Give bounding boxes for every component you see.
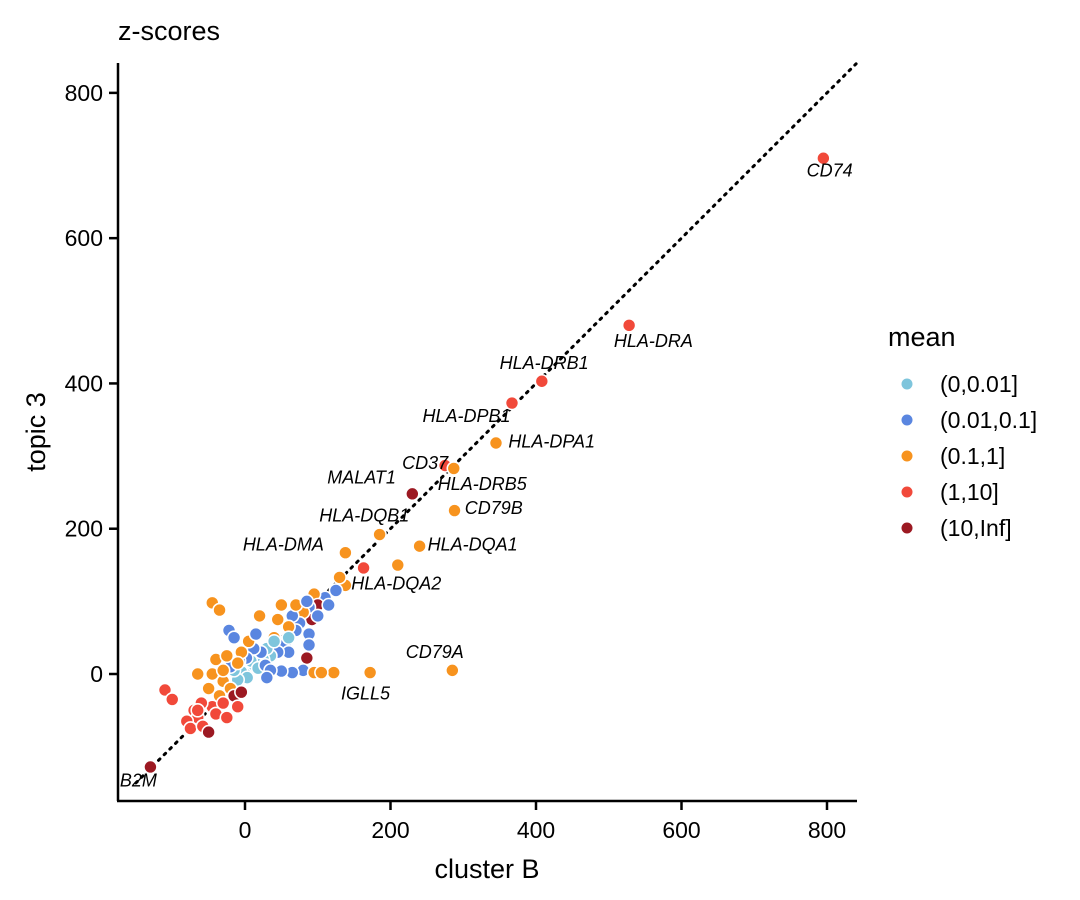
- data-point: [356, 560, 371, 576]
- data-point: [299, 594, 315, 609]
- x-axis-title: cluster B: [434, 854, 539, 884]
- x-tick-label: 400: [517, 817, 555, 843]
- point-igll5: [362, 665, 378, 680]
- plot-area: CD74HLA-DRAHLA-DRB1HLA-DPB1HLA-DPA1CD37H…: [120, 62, 858, 791]
- data-point: [219, 648, 235, 664]
- data-point: [215, 663, 231, 678]
- data-point: [215, 695, 231, 711]
- legend-label: (1,10]: [940, 479, 999, 505]
- legend-key: [901, 486, 913, 498]
- point-labels-layer: CD74HLA-DRAHLA-DRB1HLA-DPB1HLA-DPA1CD37H…: [120, 160, 853, 790]
- point-label-malat1: MALAT1: [327, 468, 396, 488]
- point-label-cd79b: CD79B: [465, 498, 523, 518]
- y-tick-label: 0: [90, 661, 103, 687]
- y-tick-label: 400: [65, 370, 103, 396]
- point-hla-dqa2: [390, 557, 406, 573]
- data-point: [190, 666, 206, 682]
- point-cd79b: [447, 503, 462, 518]
- point-label-hla-drb5: HLA-DRB5: [438, 474, 528, 494]
- point-hla-dpa1: [488, 435, 504, 451]
- legend-key: [901, 378, 913, 390]
- point-label-hla-dqa1: HLA-DQA1: [428, 535, 518, 555]
- point-label-cd79a: CD79A: [406, 642, 464, 662]
- chart-title: z-scores: [118, 16, 220, 46]
- legend-title: mean: [888, 322, 956, 352]
- data-point: [270, 612, 286, 627]
- data-point: [190, 703, 206, 718]
- point-label-hla-drb1: HLA-DRB1: [500, 353, 589, 373]
- point-label-cd74: CD74: [807, 160, 853, 180]
- data-point: [212, 602, 227, 618]
- x-axis-ticks: 0 200 400 600 800: [239, 801, 846, 843]
- data-point: [301, 637, 317, 653]
- point-label-hla-dra: HLA-DRA: [614, 331, 693, 351]
- legend-label: (0.01,0.1]: [940, 407, 1037, 433]
- data-point: [252, 608, 267, 624]
- data-point: [230, 699, 246, 714]
- point-hla-dqa1: [412, 538, 427, 554]
- point-label-hla-dqa2: HLA-DQA2: [351, 574, 441, 594]
- legend-label: (0,0.01]: [940, 371, 1018, 397]
- points-layer: [143, 150, 831, 775]
- data-point: [230, 655, 246, 671]
- data-point: [164, 692, 180, 707]
- data-point: [226, 630, 242, 645]
- data-point: [328, 583, 344, 598]
- legend-key: [901, 450, 913, 462]
- data-point: [299, 650, 315, 666]
- point-label-hla-dqb1: HLA-DQB1: [319, 505, 409, 525]
- data-point: [266, 634, 282, 649]
- data-point: [234, 684, 249, 700]
- point-hla-drb5: [446, 461, 462, 476]
- point-label-hla-dpb1: HLA-DPB1: [423, 406, 511, 426]
- data-point: [259, 670, 275, 685]
- y-tick-label: 600: [65, 225, 103, 251]
- legend-key: [901, 522, 913, 534]
- point-hla-dqb1: [372, 527, 387, 542]
- point-label-hla-dpa1: HLA-DPA1: [508, 431, 595, 451]
- data-point: [201, 681, 216, 696]
- data-point: [326, 665, 342, 680]
- data-point: [157, 682, 173, 698]
- data-point: [248, 626, 264, 642]
- point-malat1: [405, 486, 420, 502]
- data-point: [183, 721, 198, 736]
- y-axis-title: topic 3: [21, 392, 51, 472]
- point-label-b2m: B2M: [120, 771, 157, 791]
- legend-key: [901, 414, 913, 426]
- data-point: [201, 724, 216, 740]
- legend-entries: (0,0.01] (0.01,0.1] (0.1,1] (1,10] (10,Inf]: [901, 371, 1037, 541]
- data-point: [310, 608, 326, 624]
- x-tick-label: 600: [662, 817, 700, 843]
- point-b2m: [143, 759, 158, 775]
- legend-label: (10,Inf]: [940, 515, 1012, 541]
- x-tick-label: 0: [239, 817, 252, 843]
- point-hla-dra: [621, 318, 637, 333]
- data-point: [314, 665, 329, 680]
- legend-label: (0.1,1]: [940, 443, 1005, 469]
- point-cd79a: [445, 663, 460, 678]
- data-point: [274, 597, 289, 613]
- point-label-cd37: CD37: [402, 453, 449, 473]
- point-cd74: [816, 150, 831, 166]
- data-point: [281, 630, 296, 645]
- point-hla-dma: [338, 545, 353, 560]
- x-tick-label: 800: [808, 817, 846, 843]
- legend: mean (0,0.01] (0.01,0.1] (0.1,1] (1,10] (10,…: [888, 322, 1037, 541]
- point-hla-drb1: [534, 373, 550, 389]
- y-tick-label: 800: [65, 80, 103, 106]
- point-label-igll5: IGLL5: [341, 683, 391, 703]
- data-point: [321, 597, 336, 613]
- data-point: [332, 570, 347, 585]
- y-tick-label: 200: [65, 516, 103, 542]
- x-tick-label: 200: [371, 817, 409, 843]
- data-point: [219, 710, 235, 725]
- y-axis-ticks: 0 200 400 600 800: [65, 80, 118, 687]
- point-hla-dpb1: [504, 395, 520, 411]
- point-label-hla-dma: HLA-DMA: [243, 535, 324, 555]
